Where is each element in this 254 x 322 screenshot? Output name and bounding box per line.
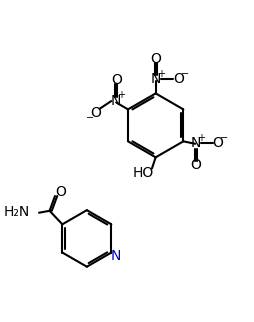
- Text: O: O: [173, 72, 184, 86]
- Text: O: O: [213, 136, 224, 150]
- Text: −: −: [86, 113, 94, 123]
- Text: O: O: [150, 52, 161, 66]
- Text: N: N: [191, 136, 201, 150]
- Text: N: N: [110, 93, 121, 108]
- Text: N: N: [150, 72, 161, 86]
- Text: +: +: [117, 90, 125, 100]
- Text: O: O: [191, 158, 202, 172]
- Text: HO: HO: [132, 166, 153, 180]
- Text: +: +: [156, 69, 165, 79]
- Text: −: −: [220, 133, 228, 143]
- Text: O: O: [55, 185, 66, 199]
- Text: O: O: [111, 73, 122, 87]
- Text: −: −: [181, 69, 189, 79]
- Text: O: O: [90, 106, 101, 120]
- Text: H₂N: H₂N: [4, 204, 30, 219]
- Text: N: N: [110, 249, 121, 262]
- Text: +: +: [197, 133, 205, 143]
